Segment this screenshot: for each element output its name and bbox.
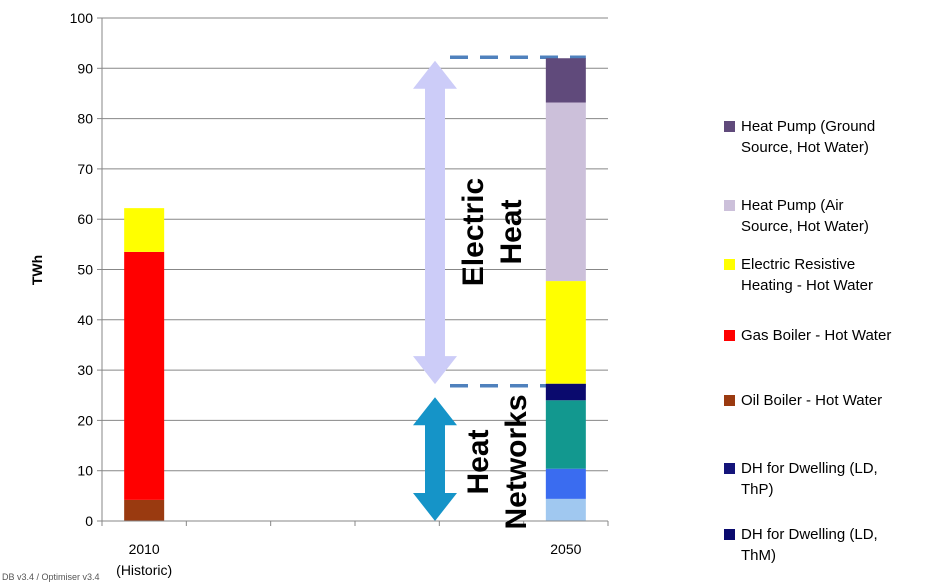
y-tick-label: 20 [77, 412, 93, 428]
legend-swatch [724, 200, 735, 211]
y-tick-label: 10 [77, 463, 93, 479]
double-arrow [413, 60, 457, 385]
bars [124, 58, 586, 521]
legend-swatch [724, 259, 735, 270]
y-tick-label: 60 [77, 211, 93, 227]
legend-label: Heating - Hot Water [741, 277, 873, 294]
x-tick-labels: 2010 (Historic) 2050 [116, 541, 581, 578]
y-tick-labels: 0 10 20 30 40 50 60 70 80 90 100 [70, 10, 94, 529]
annotation-label-line: Heat [462, 429, 495, 494]
bar-segment [545, 383, 586, 401]
legend-label: DH for Dwelling (LD, [741, 526, 878, 543]
legend-label: Source, Hot Water) [741, 139, 869, 156]
footer-note: DB v3.4 / Optimiser v3.4 [2, 572, 100, 582]
bar-segment [545, 102, 586, 282]
bar-segment [124, 499, 165, 521]
y-tick-label: 40 [77, 312, 93, 328]
annotation-arrows [413, 60, 457, 521]
y-tick-label: 50 [77, 262, 93, 278]
legend-label: Oil Boiler - Hot Water [741, 392, 882, 409]
x-tick-sublabel: (Historic) [116, 562, 172, 578]
bar-segment [545, 400, 586, 469]
annotation-label-line: Networks [500, 394, 533, 529]
bar-segment [545, 468, 586, 499]
annotation-label: Electric Heat [457, 178, 528, 286]
x-tick-label: 2050 [550, 541, 581, 557]
legend-label: DH for Dwelling (LD, [741, 460, 878, 477]
double-arrow [413, 397, 457, 521]
bar-segment [545, 281, 586, 384]
bar-segment [124, 251, 165, 500]
legend-swatch [724, 121, 735, 132]
gridlines [97, 17, 608, 522]
legend: Heat Pump (Ground Source, Hot Water) Heat … [724, 118, 891, 564]
bar-segment [545, 498, 586, 521]
legend-swatch [724, 529, 735, 540]
bar-segment [545, 58, 586, 103]
legend-label: ThP) [741, 481, 774, 498]
y-tick-label: 0 [85, 513, 93, 529]
legend-label: Heat Pump (Ground [741, 118, 875, 135]
legend-label: Source, Hot Water) [741, 218, 869, 235]
annotation-label-line: Heat [495, 199, 528, 264]
legend-swatch [724, 463, 735, 474]
y-tick-label: 30 [77, 362, 93, 378]
legend-label: Heat Pump (Air [741, 197, 844, 214]
legend-swatch [724, 330, 735, 341]
x-tick-label: 2010 [129, 541, 160, 557]
annotation-label: Heat Networks [462, 394, 533, 529]
legend-swatch [724, 395, 735, 406]
y-axis-label: TWh [29, 255, 45, 285]
y-tick-label: 70 [77, 161, 93, 177]
legend-label: Gas Boiler - Hot Water [741, 327, 891, 344]
y-tick-label: 90 [77, 60, 93, 76]
y-tick-label: 80 [77, 111, 93, 127]
axes [101, 18, 609, 526]
bar-segment [124, 208, 165, 252]
reference-lines [450, 55, 586, 388]
legend-label: Electric Resistive [741, 256, 855, 273]
annotation-label-line: Electric [457, 178, 490, 286]
y-tick-label: 100 [70, 10, 94, 26]
legend-label: ThM) [741, 547, 776, 564]
